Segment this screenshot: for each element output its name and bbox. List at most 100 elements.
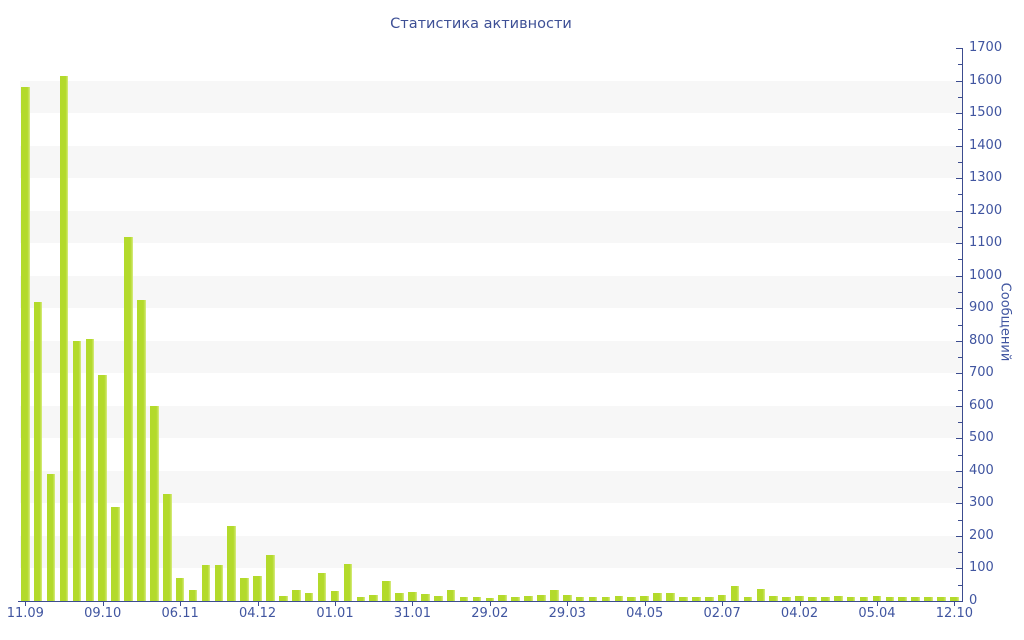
- background-stripe: [20, 535, 962, 569]
- bar: [885, 597, 895, 601]
- bar: [124, 236, 133, 601]
- bar: [872, 596, 882, 601]
- bar: [150, 405, 159, 601]
- y-major-tick: [956, 48, 962, 49]
- x-tick: [954, 602, 956, 606]
- y-tick-label: 700: [969, 365, 994, 381]
- x-tick-label: 04.12: [238, 606, 277, 621]
- bar: [730, 586, 740, 601]
- y-major-tick: [956, 145, 962, 147]
- bar: [756, 588, 766, 601]
- bar: [85, 339, 95, 601]
- bar: [137, 300, 146, 601]
- bar: [472, 597, 482, 601]
- y-axis-line: [962, 48, 963, 602]
- x-tick-label: 29.02: [471, 606, 509, 621]
- x-tick: [567, 602, 569, 606]
- bar: [240, 578, 249, 601]
- background-stripe: [20, 568, 962, 601]
- y-tick-label: 0: [969, 593, 978, 608]
- bar: [33, 301, 43, 601]
- background-stripe: [20, 438, 962, 471]
- bar: [330, 590, 340, 601]
- bar: [162, 493, 172, 601]
- bar: [601, 596, 611, 601]
- bar: [459, 596, 469, 601]
- bar: [446, 589, 456, 601]
- bar: [485, 598, 495, 601]
- background-stripe: [20, 503, 962, 536]
- bar: [21, 87, 30, 601]
- bar: [782, 596, 791, 601]
- y-tick-label: 600: [969, 397, 994, 413]
- bar: [666, 592, 675, 601]
- y-major-tick: [956, 438, 962, 440]
- bar: [382, 580, 391, 601]
- y-minor-tick: [958, 552, 962, 554]
- y-tick-label: 400: [969, 462, 994, 478]
- x-tick-label: 12.10: [935, 606, 973, 621]
- y-minor-tick: [958, 324, 962, 326]
- x-tick-label: 09.10: [84, 606, 122, 621]
- y-tick-label: 1300: [969, 170, 1003, 186]
- y-tick-label: 1600: [969, 72, 1003, 88]
- background-stripe: [20, 275, 962, 309]
- bar: [743, 596, 753, 601]
- bar: [614, 596, 624, 601]
- x-tick: [799, 602, 801, 606]
- bar: [46, 474, 56, 601]
- y-major-tick: [956, 568, 962, 570]
- y-minor-tick: [958, 226, 962, 228]
- y-minor-tick: [958, 584, 962, 586]
- bar: [898, 596, 908, 601]
- bar: [201, 565, 211, 601]
- y-tick-label: 1500: [969, 105, 1003, 121]
- y-major-tick: [956, 470, 962, 472]
- plot-area: [20, 48, 962, 601]
- y-major-tick: [956, 405, 962, 407]
- y-major-tick: [956, 535, 962, 537]
- y-minor-tick: [958, 422, 962, 424]
- bar: [59, 75, 69, 601]
- y-minor-tick: [958, 64, 962, 66]
- y-major-tick: [956, 275, 962, 277]
- y-major-tick: [956, 308, 962, 310]
- x-tick: [876, 602, 878, 606]
- y-minor-tick: [958, 487, 962, 489]
- x-tick: [489, 602, 491, 606]
- bar: [343, 563, 353, 601]
- background-stripe: [20, 80, 962, 114]
- bar: [679, 596, 688, 601]
- y-tick-label: 1000: [969, 267, 1003, 283]
- y-tick-label: 300: [969, 495, 994, 511]
- y-tick-label: 1100: [969, 235, 1003, 251]
- y-major-tick: [956, 373, 962, 375]
- bar: [808, 596, 817, 601]
- bar: [304, 592, 314, 601]
- background-stripe: [20, 113, 962, 146]
- y-minor-tick: [958, 357, 962, 359]
- bar: [369, 594, 378, 601]
- y-major-tick: [956, 80, 962, 82]
- bar: [859, 597, 869, 601]
- y-minor-tick: [958, 194, 962, 196]
- x-tick-label: 05.04: [858, 606, 896, 621]
- y-major-tick: [956, 503, 962, 505]
- y-major-tick: [956, 113, 962, 115]
- bar: [588, 597, 598, 601]
- bar: [395, 593, 404, 601]
- bar: [524, 596, 533, 601]
- x-tick-label: 02.07: [703, 606, 741, 621]
- x-tick-label: 04.02: [780, 606, 819, 621]
- x-tick-label: 06.11: [161, 606, 199, 621]
- y-major-tick: [956, 178, 962, 180]
- bar: [562, 595, 572, 601]
- x-tick: [25, 602, 27, 606]
- background-stripe: [20, 243, 962, 276]
- bar: [846, 597, 856, 601]
- y-tick-label: 1700: [969, 40, 1003, 55]
- y-major-tick: [956, 243, 962, 245]
- bar: [821, 597, 830, 601]
- y-tick-label: 1200: [969, 202, 1003, 218]
